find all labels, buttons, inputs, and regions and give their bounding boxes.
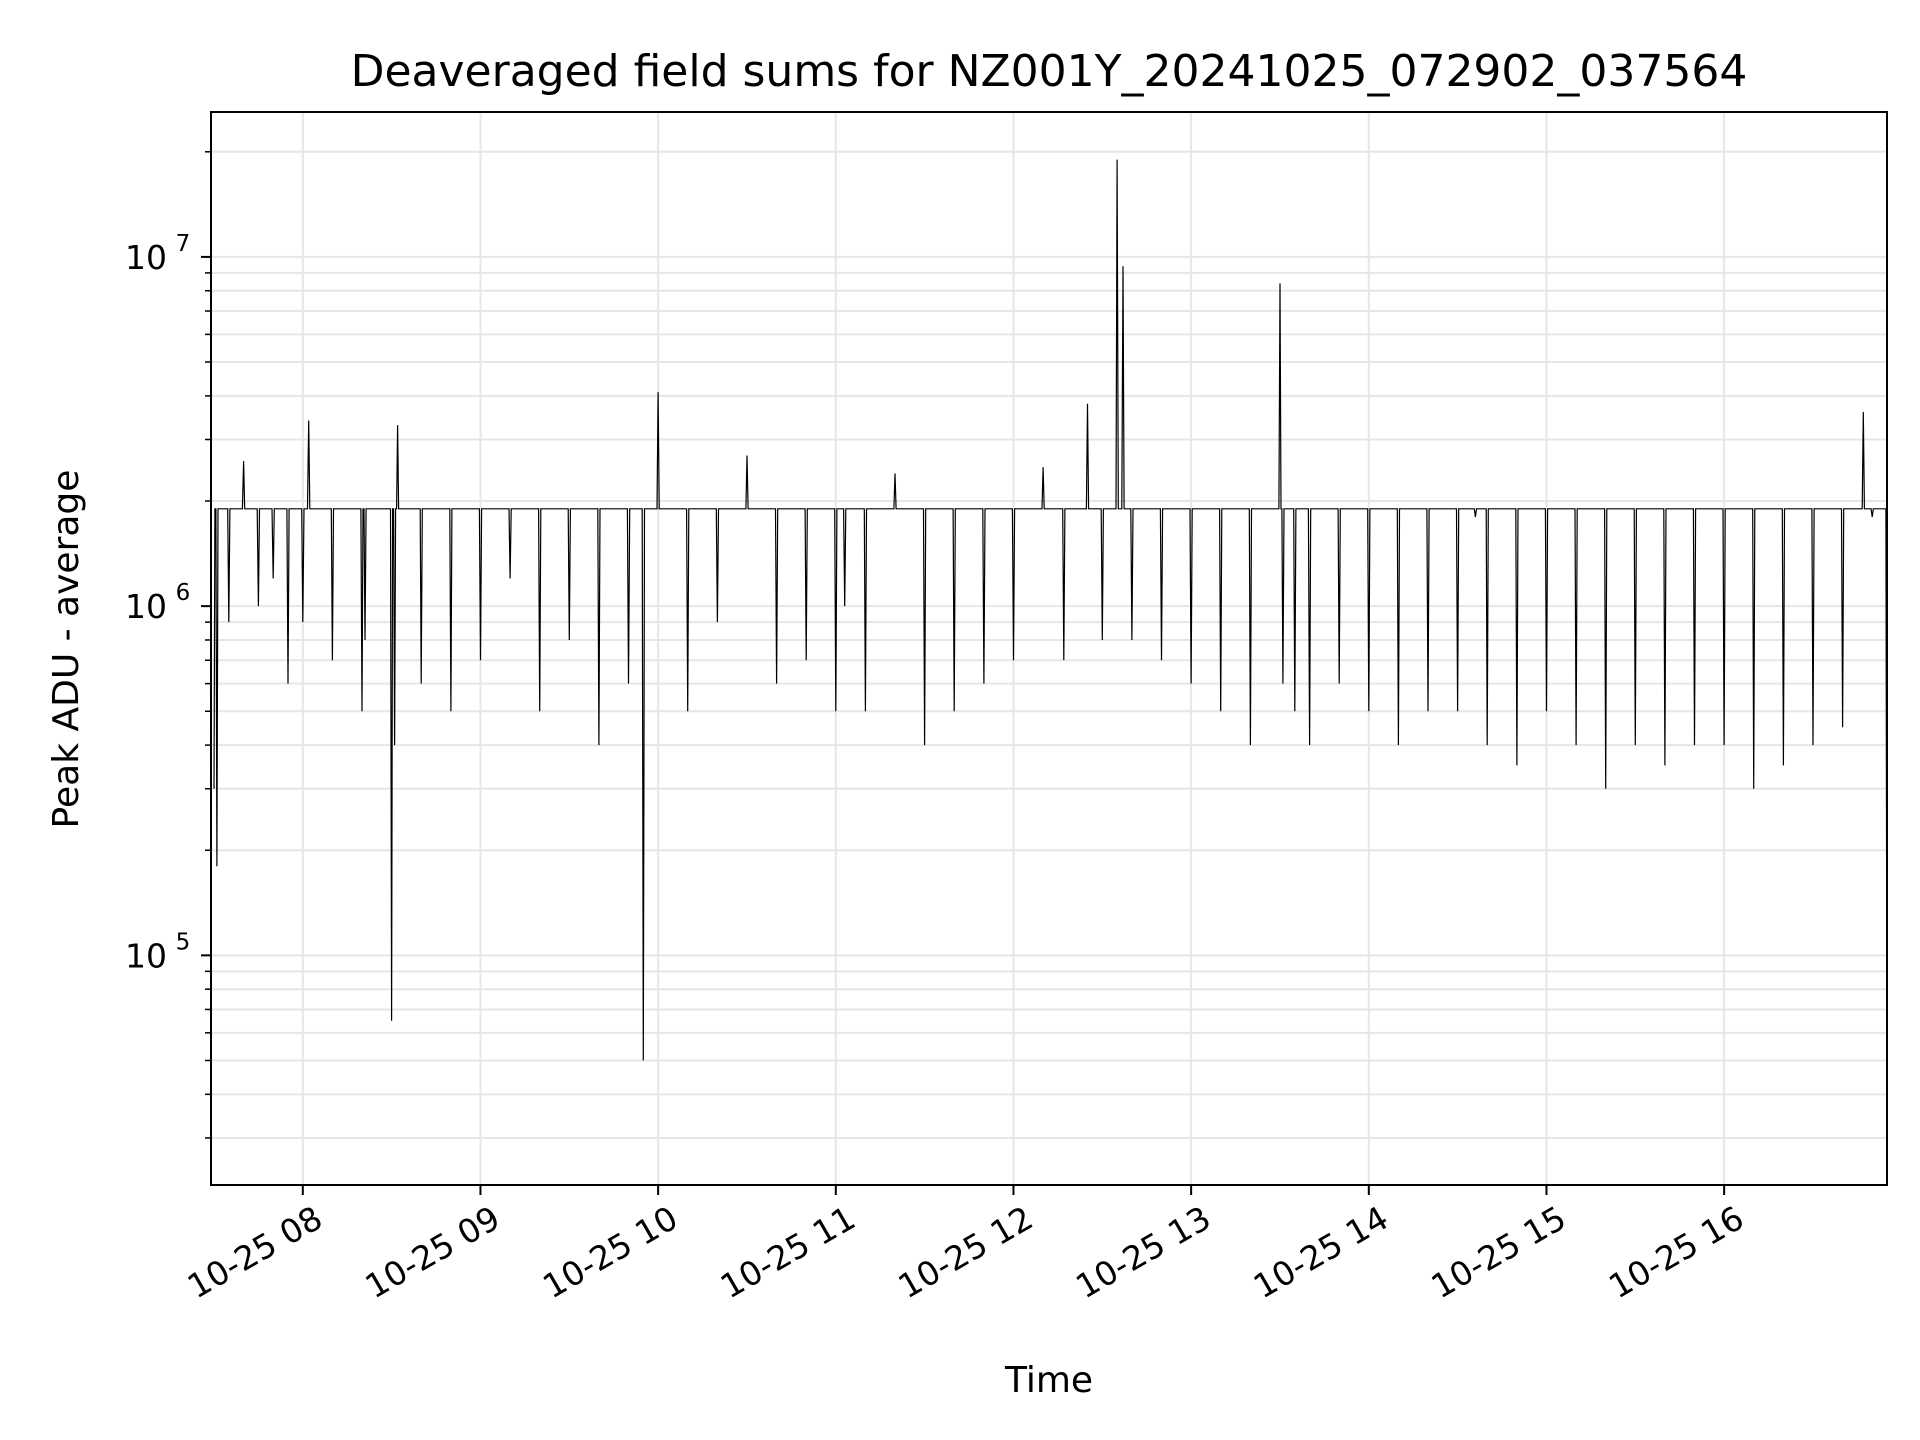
data-layer: [213, 159, 1887, 1077]
y-tick-label: 10: [125, 238, 167, 277]
y-tick-exponent: 7: [176, 231, 191, 257]
y-axis-label: Peak ADU - average: [46, 470, 87, 829]
series-line: [213, 159, 1887, 1077]
x-axis-label: Time: [1004, 1360, 1093, 1401]
y-tick-label: 10: [125, 936, 167, 975]
y-tick-exponent: 5: [176, 929, 191, 955]
y-tick-exponent: 6: [176, 580, 191, 606]
grid-layer: [211, 112, 1887, 1185]
chart-title: Deaveraged field sums for NZ001Y_2024102…: [351, 46, 1748, 97]
y-tick-label: 10: [125, 587, 167, 626]
axes-frame: [210, 111, 1888, 1186]
